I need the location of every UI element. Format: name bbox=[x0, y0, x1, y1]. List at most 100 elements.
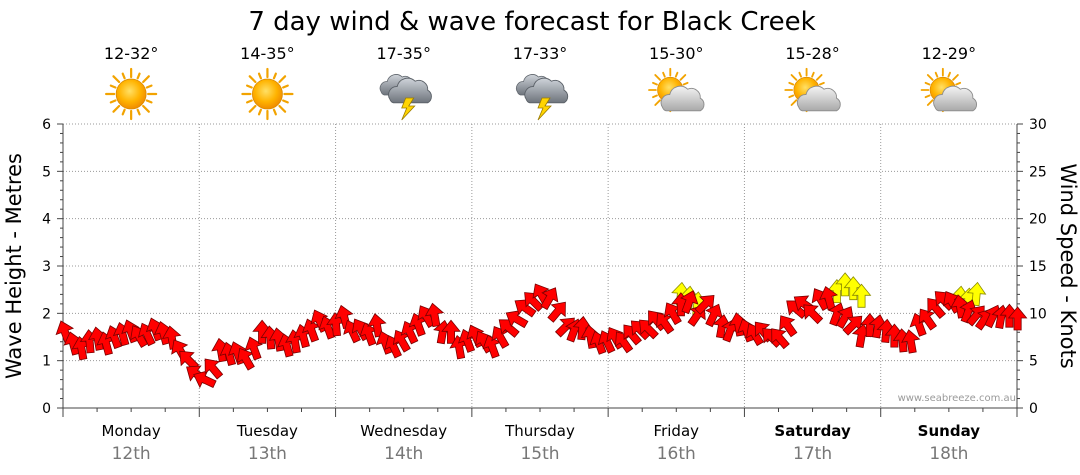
x-tick-label-day: Monday bbox=[102, 422, 161, 440]
cloud-shape bbox=[388, 77, 432, 104]
sun-ray bbox=[811, 71, 815, 78]
sun-ray bbox=[788, 94, 795, 99]
x-tick-label-day: Tuesday bbox=[236, 422, 298, 440]
y-left-tick-label: 1 bbox=[42, 354, 51, 370]
sea-breeze-arrow bbox=[843, 276, 864, 301]
sun-ray bbox=[142, 75, 150, 84]
wind-arrows bbox=[55, 272, 1028, 389]
wind-arrow bbox=[918, 308, 938, 331]
wind-arrow bbox=[547, 301, 566, 323]
sun-ray bbox=[112, 75, 121, 84]
sun-ray bbox=[924, 81, 931, 86]
sun-ray bbox=[926, 74, 934, 81]
sun-ray bbox=[257, 108, 263, 116]
sun-ray bbox=[145, 84, 153, 89]
sun-ray bbox=[248, 104, 257, 113]
day-temperature: 12-29° bbox=[922, 44, 977, 63]
sun-ray bbox=[934, 71, 939, 78]
x-tick-label-date: 12th bbox=[112, 444, 151, 464]
x-tick-label-day: Wednesday bbox=[360, 422, 447, 440]
wind-arrow bbox=[498, 319, 520, 338]
wind-arrow bbox=[771, 328, 790, 350]
wind-arrow bbox=[694, 294, 715, 315]
y-left-tick-label: 5 bbox=[42, 164, 51, 180]
cloud-body bbox=[660, 85, 705, 112]
day-temperature: 15-28° bbox=[785, 44, 840, 63]
sun-ray bbox=[121, 72, 126, 80]
y-axis-right-label: Wind Speed - Knots bbox=[1056, 163, 1080, 368]
y-right-tick-label: 10 bbox=[1029, 306, 1047, 322]
wind-arrow bbox=[842, 315, 863, 336]
sun-ray bbox=[924, 94, 931, 99]
day-headers: Monday 12th 12-32° Tuesday 13th 14-35° Wednesd… bbox=[102, 44, 981, 464]
sun-ray bbox=[788, 81, 795, 86]
sun-ray bbox=[798, 71, 802, 78]
x-tick-label-date: 13th bbox=[248, 444, 287, 464]
watermark: www.seabreeze.com.au bbox=[898, 393, 1016, 404]
sun-shape bbox=[241, 67, 294, 121]
y-right-tick-label: 15 bbox=[1029, 259, 1047, 275]
wind-arrow bbox=[680, 290, 699, 315]
wind-arrow bbox=[901, 329, 921, 354]
wind-arrow bbox=[705, 303, 723, 328]
wind-arrow bbox=[514, 299, 537, 318]
wind-arrow bbox=[639, 319, 659, 340]
sun-ray bbox=[109, 84, 117, 89]
x-tick-label-day: Friday bbox=[654, 422, 700, 440]
wind-arrow bbox=[540, 287, 559, 311]
y-right-tick-label: 30 bbox=[1029, 117, 1047, 133]
sun-ray bbox=[790, 74, 798, 81]
sun-ray bbox=[682, 81, 689, 86]
sun-ray bbox=[652, 94, 658, 99]
sun-ray bbox=[282, 84, 289, 89]
wind-arrow bbox=[819, 285, 839, 311]
sun-ray bbox=[818, 81, 825, 86]
y-left-tick-label: 6 bbox=[42, 117, 51, 133]
wind-arrow bbox=[204, 358, 224, 380]
y-right-tick-label: 0 bbox=[1029, 401, 1038, 417]
sun-ray bbox=[272, 108, 277, 116]
sun-ray bbox=[272, 72, 277, 80]
sea-breeze-arrow bbox=[851, 283, 872, 308]
x-tick-label-date: 17th bbox=[793, 444, 832, 464]
day-temperature: 17-35° bbox=[376, 44, 431, 63]
y-left-tick-label: 4 bbox=[42, 212, 51, 228]
wind-arrow bbox=[884, 323, 905, 348]
sun-ray bbox=[246, 84, 253, 89]
chart-axes: 0 1 2 3 4 5 6 0 5 10 15 20 25 30 bbox=[42, 117, 1047, 417]
partly-cloudy-icon bbox=[920, 67, 977, 113]
storm-cloud-icon bbox=[379, 74, 432, 121]
sun-ray bbox=[955, 81, 962, 86]
wind-arrow bbox=[868, 314, 888, 339]
sun-ray bbox=[654, 99, 662, 106]
sun-shape bbox=[105, 67, 158, 121]
sun-ray bbox=[278, 75, 287, 84]
y-left-tick-label: 3 bbox=[42, 259, 51, 275]
cloud-body bbox=[524, 77, 569, 104]
sun-ray bbox=[952, 74, 959, 81]
x-tick-label-date: 16th bbox=[657, 444, 696, 464]
wind-arrow bbox=[193, 370, 217, 389]
sun-ray bbox=[815, 74, 823, 81]
cloud-body bbox=[933, 85, 977, 112]
sun-icon bbox=[241, 67, 294, 121]
sun-ray bbox=[121, 108, 126, 116]
wind-arrow bbox=[424, 302, 445, 328]
sun-ray bbox=[136, 108, 141, 116]
sun-ray bbox=[652, 81, 658, 86]
wind-arrow bbox=[252, 319, 272, 344]
lightning-bolt bbox=[537, 97, 552, 121]
wind-arrow bbox=[179, 350, 200, 371]
y-right-tick-label: 25 bbox=[1029, 164, 1047, 180]
cloud-shape bbox=[524, 77, 569, 104]
wind-arrow bbox=[876, 318, 897, 344]
y-left-tick-label: 0 bbox=[42, 401, 51, 417]
x-tick-label-date: 14th bbox=[384, 444, 423, 464]
wind-arrow bbox=[326, 312, 346, 337]
sun-ray bbox=[109, 99, 117, 104]
sun-ray bbox=[282, 99, 289, 104]
wind-arrow bbox=[779, 315, 798, 338]
wind-arrow bbox=[835, 306, 854, 329]
y-left-tick-label: 2 bbox=[42, 306, 51, 322]
